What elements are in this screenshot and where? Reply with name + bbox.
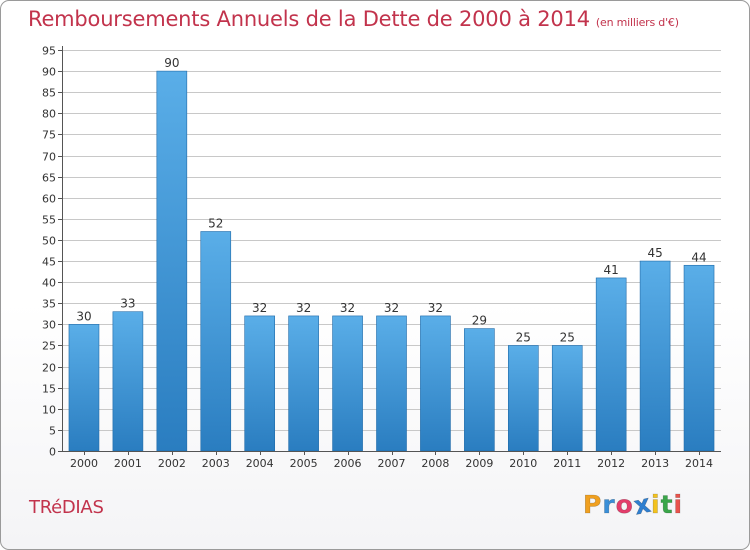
y-tick-label: 25: [42, 340, 56, 353]
bar-2006: [332, 315, 363, 452]
bar-2008: [420, 315, 451, 452]
y-tick-label: 95: [42, 45, 56, 58]
bar-2005: [288, 315, 319, 452]
x-axis-tick-labels: 2000 2001 2002 2003 2004 2005 2006 2007 2008 2009…: [70, 451, 713, 470]
logo-letter: i: [651, 490, 661, 520]
y-tick-label: 85: [42, 87, 56, 100]
y-axis-tick-labels: 0 5 10 15 20 25 30 35 40 45 50 55 60 65 70 75 80 85 90 95: [42, 45, 56, 459]
y-tick-label: 35: [42, 298, 56, 311]
data-labels: 30 33 90 52 32 32 32 32 32 29 25 25 41 45 44: [76, 56, 706, 344]
data-label: 32: [428, 301, 443, 315]
x-tick-label: 2000: [70, 457, 98, 470]
data-label: 30: [76, 309, 91, 323]
chart-title: Remboursements Annuels de la Dette de 20…: [28, 7, 679, 31]
data-label: 32: [296, 301, 311, 315]
y-tick-label: 15: [42, 383, 56, 396]
y-tick-label: 0: [49, 446, 56, 459]
logo-letter: t: [660, 490, 674, 520]
data-label: 90: [164, 56, 179, 70]
bar-2014: [683, 264, 715, 452]
y-tick-label: 45: [42, 256, 56, 269]
y-tick-label: 40: [42, 277, 56, 290]
place-name: TRéDIAS: [29, 497, 104, 518]
bar-2009: [464, 328, 495, 452]
bar-2010: [507, 345, 539, 452]
proxiti-logo[interactable]: Proxiti: [583, 488, 684, 521]
x-tick-label: 2006: [334, 457, 362, 470]
bar-2000: [68, 324, 100, 452]
x-tick-label: 2009: [465, 457, 493, 470]
y-tick-label: 30: [42, 319, 56, 332]
y-tick-label: 55: [42, 214, 56, 227]
bar-2007: [376, 315, 407, 452]
logo-letter: o: [615, 490, 634, 520]
x-tick-label: 2003: [202, 457, 230, 470]
data-label: 25: [516, 330, 531, 344]
y-tick-label: 70: [42, 151, 56, 164]
y-tick-label: 80: [42, 108, 56, 121]
bar-2013: [639, 260, 671, 452]
x-tick-label: 2005: [290, 457, 318, 470]
logo-letter: P: [583, 490, 603, 520]
data-label: 52: [208, 217, 223, 231]
x-tick-label: 2007: [378, 457, 406, 470]
data-label: 25: [560, 330, 575, 344]
chart-title-text: Remboursements Annuels de la Dette de 20…: [28, 7, 590, 31]
logo-letter: i: [673, 490, 684, 520]
y-tick-label: 5: [49, 425, 56, 438]
data-label: 32: [252, 301, 267, 315]
data-label: 45: [647, 246, 662, 260]
bar-2004: [244, 315, 275, 452]
x-tick-label: 2011: [553, 457, 581, 470]
bar-2003: [200, 231, 232, 452]
y-tick-label: 50: [42, 235, 56, 248]
data-label: 29: [472, 314, 487, 328]
bar-2011: [551, 345, 583, 452]
x-tick-label: 2013: [641, 457, 669, 470]
x-tick-label: 2004: [246, 457, 274, 470]
y-tick-label: 65: [42, 172, 56, 185]
x-tick-label: 2010: [509, 457, 537, 470]
y-tick-label: 90: [42, 66, 56, 79]
data-label: 33: [120, 297, 135, 311]
y-tick-label: 75: [42, 129, 56, 142]
bar-2002: [156, 70, 188, 452]
y-tick-label: 60: [42, 193, 56, 206]
bar-2001: [112, 311, 144, 452]
y-tick-label: 20: [42, 362, 56, 375]
data-label: 44: [691, 250, 706, 264]
axes: [62, 46, 721, 452]
x-tick-label: 2012: [597, 457, 625, 470]
x-tick-label: 2014: [685, 457, 713, 470]
bars: [68, 70, 715, 452]
y-tick-label: 10: [42, 404, 56, 417]
x-tick-label: 2001: [114, 457, 142, 470]
x-tick-label: 2002: [158, 457, 186, 470]
logo-letter: r: [602, 490, 616, 520]
x-tick-label: 2008: [421, 457, 449, 470]
data-label: 32: [340, 301, 355, 315]
bar-2012: [595, 277, 627, 452]
chart-subtitle: (en milliers d'€): [595, 16, 679, 29]
data-label: 41: [604, 263, 619, 277]
data-label: 32: [384, 301, 399, 315]
